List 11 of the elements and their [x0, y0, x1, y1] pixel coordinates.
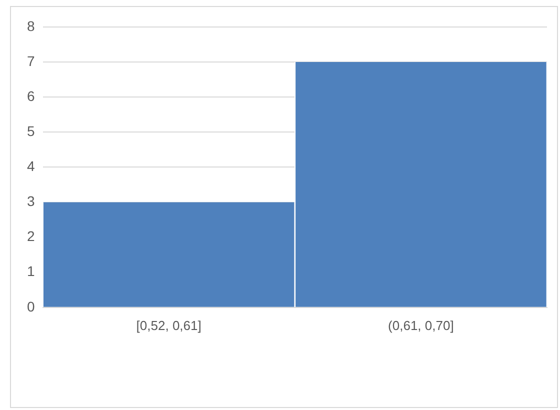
y-tick-label: 5 — [26, 123, 35, 140]
y-tick-label: 0 — [26, 298, 35, 314]
y-tick-label: 4 — [26, 158, 35, 174]
y-tick-label: 1 — [26, 263, 35, 280]
y-tick-label: 8 — [26, 18, 35, 34]
y-tick-label: 7 — [26, 52, 35, 69]
x-tick-label: (0,61, 0,70] — [388, 318, 454, 333]
y-tick-label: 3 — [26, 193, 35, 210]
y-tick-label: 2 — [26, 228, 35, 244]
y-tick-label: 6 — [26, 88, 35, 104]
x-tick-label: [0,52, 0,61] — [136, 318, 202, 333]
